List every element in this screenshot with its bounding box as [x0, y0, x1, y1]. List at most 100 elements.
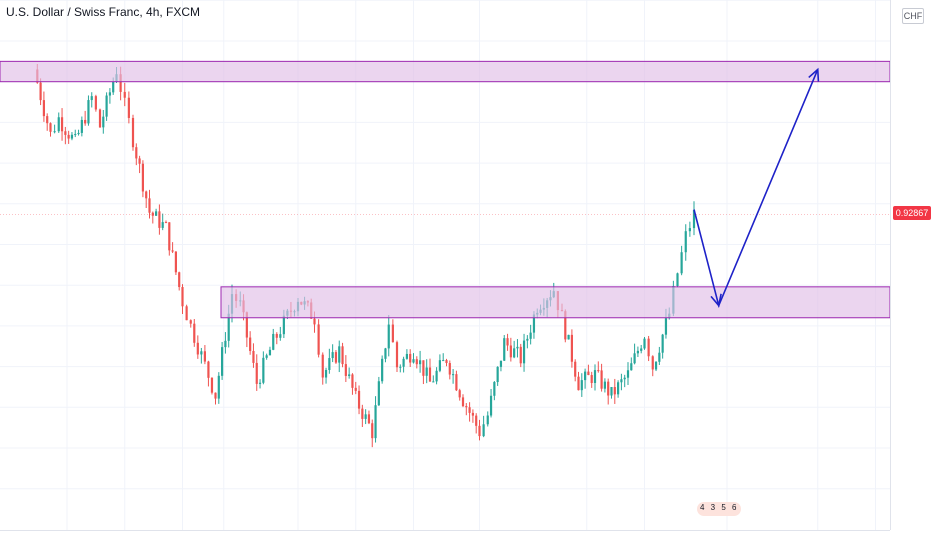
candle-body — [334, 352, 338, 363]
candle-body — [482, 424, 485, 437]
candle-body — [207, 361, 210, 378]
candle-body — [193, 323, 196, 343]
currency-label[interactable]: CHF — [902, 8, 924, 24]
candle-body — [519, 346, 522, 364]
candle-body — [227, 313, 230, 341]
candle-body — [428, 367, 432, 382]
candle-body — [221, 347, 224, 376]
projection-arrowhead-up — [808, 67, 820, 82]
candle-body — [574, 361, 577, 377]
candle-body — [39, 82, 42, 101]
candle-body — [171, 250, 174, 252]
candle-body — [127, 97, 130, 118]
candle-body — [617, 382, 620, 395]
candle-body — [161, 222, 164, 228]
candle-body — [141, 163, 144, 192]
candle-body — [425, 367, 428, 376]
candle-body — [496, 366, 499, 383]
time-axis[interactable] — [0, 530, 890, 551]
candle-body — [148, 198, 151, 213]
candle-body — [328, 358, 331, 370]
candle-body — [387, 324, 390, 349]
candle-body — [399, 366, 402, 368]
candle-body — [445, 360, 448, 364]
candle-body — [74, 134, 77, 136]
candle-body — [196, 342, 199, 355]
candle-body — [105, 95, 108, 117]
candle-body — [580, 380, 583, 391]
candle-body — [471, 412, 474, 416]
projection-arrowhead-down — [710, 293, 722, 308]
candle-body — [258, 382, 262, 384]
candle-body — [252, 350, 255, 363]
candle-body — [60, 117, 64, 132]
price-axis[interactable] — [890, 0, 932, 530]
candle-body — [135, 147, 138, 159]
candle-body — [155, 211, 158, 216]
candle-body — [348, 374, 351, 376]
candle-body — [272, 333, 275, 350]
candle-body — [626, 370, 630, 378]
candle-body — [452, 374, 455, 376]
candle-body — [613, 387, 616, 395]
candle-body — [664, 318, 668, 335]
candle-body — [415, 359, 418, 365]
candle-body — [636, 350, 639, 354]
candle-body — [600, 370, 603, 389]
candle-body — [432, 381, 435, 383]
candle-body — [526, 338, 529, 341]
candle-body — [164, 222, 168, 224]
candle-body — [317, 324, 320, 355]
candle-body — [590, 375, 593, 383]
candle-body — [661, 334, 664, 353]
candle-body — [633, 353, 636, 364]
candle-body — [374, 405, 377, 439]
candle-body — [321, 354, 324, 378]
candle-body — [623, 377, 626, 380]
candle-body — [422, 360, 425, 376]
candle-body — [647, 338, 650, 357]
candle-body — [419, 360, 422, 365]
candle-body — [224, 340, 227, 348]
candle-body — [489, 395, 493, 416]
candle-body — [584, 371, 587, 381]
candle-body — [282, 315, 285, 335]
candle-body — [475, 415, 478, 426]
candle-body — [529, 332, 532, 339]
candle-body — [468, 407, 471, 413]
candle-body — [46, 116, 49, 124]
candle-body — [49, 123, 52, 132]
economic-events-icons[interactable]: 4 3 5 6 — [697, 502, 742, 516]
candle-body — [658, 352, 661, 362]
candle-body — [684, 231, 687, 253]
candle-body — [680, 252, 683, 274]
candle-body — [522, 340, 526, 364]
candle-body — [409, 353, 412, 363]
candle-body — [455, 374, 458, 391]
candle-body — [102, 116, 105, 128]
candle-body — [405, 353, 408, 359]
candle-body — [377, 381, 380, 406]
candle-body — [610, 387, 613, 396]
candle-body — [181, 287, 184, 307]
candle-body — [189, 320, 192, 324]
candle-body — [80, 119, 83, 133]
candle-body — [174, 251, 177, 273]
candle-body — [570, 334, 573, 362]
candle-body — [262, 357, 265, 383]
candle-body — [67, 134, 70, 139]
candle-body — [412, 359, 415, 363]
candle-body — [185, 306, 188, 321]
candle-body — [112, 81, 115, 93]
candle-body — [279, 334, 282, 338]
candle-body — [461, 397, 465, 407]
candle-body — [131, 117, 135, 148]
candle-body — [503, 338, 506, 361]
candle-body — [268, 349, 272, 356]
candle-body — [651, 356, 654, 370]
resistance-zone — [0, 60, 891, 83]
candle-body — [344, 364, 347, 376]
candle-body — [442, 360, 445, 362]
